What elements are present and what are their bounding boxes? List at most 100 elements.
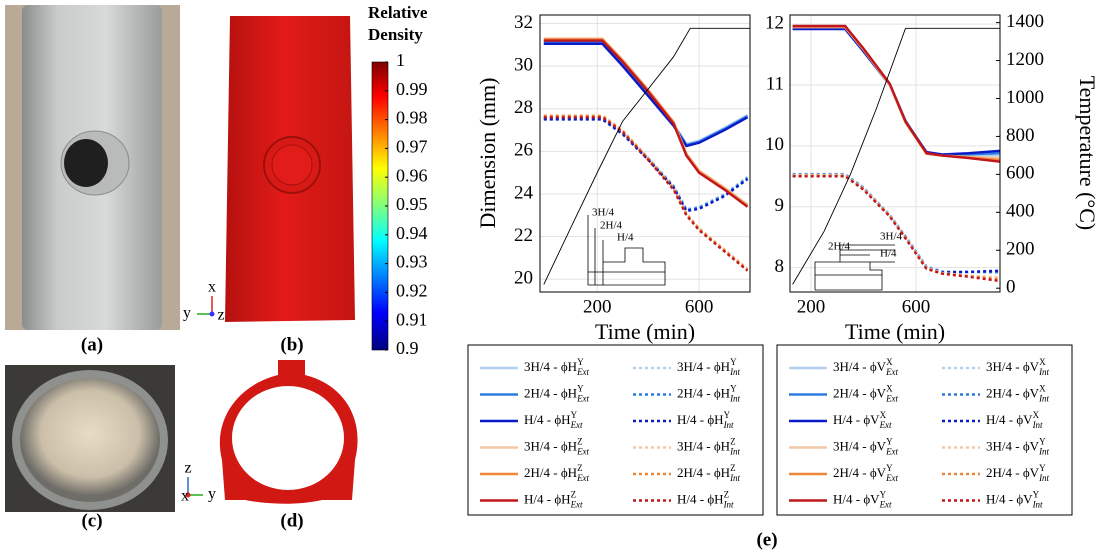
y-tick-label: 32 <box>514 12 533 33</box>
annotation: 2H/4 <box>600 220 623 232</box>
legend-label: H/4 - ϕHZ Ext <box>524 490 583 510</box>
y-tick-label: 28 <box>514 97 533 118</box>
inset-schematic <box>814 244 895 291</box>
legend-label: 3H/4 - ϕHY Int <box>677 357 741 377</box>
panel-label: (e) <box>756 529 777 550</box>
triad-b <box>197 296 215 317</box>
model-b <box>225 16 355 322</box>
colorbar-tick-label: 0.93 <box>396 252 428 272</box>
inset-schematic <box>587 215 666 286</box>
legend-label: H/4 - ϕHY Int <box>677 410 734 430</box>
series-line <box>543 38 749 207</box>
annotation: 3H/4 <box>880 231 903 243</box>
series-line <box>543 116 749 272</box>
legend-label: H/4 - ϕVY Ext <box>833 490 892 510</box>
colorbar-tick-label: 1 <box>396 50 405 70</box>
y-tick-label: 22 <box>514 225 533 246</box>
panel-label: (b) <box>280 334 303 355</box>
series-line <box>543 113 749 270</box>
series-line <box>792 175 1000 283</box>
annotation: H/4 <box>617 232 634 244</box>
series-line <box>792 27 1000 157</box>
legend-label: 2H/4 - ϕVY Ext <box>833 463 899 483</box>
colorbar-tick-label: 0.97 <box>396 137 428 157</box>
y2-axis-label: Temperature (°C) <box>1075 76 1100 230</box>
y-tick-label: 24 <box>514 182 534 203</box>
annotation: 2H/4 <box>828 241 851 253</box>
colorbar-tick-label: 0.99 <box>396 79 428 99</box>
series-line <box>792 24 1000 163</box>
triad-d <box>185 477 203 498</box>
legend-label: 2H/4 - ϕVX Int <box>986 384 1050 404</box>
annotation: H/4 <box>880 248 897 260</box>
series-line <box>543 115 749 271</box>
triad-label: y <box>208 486 216 503</box>
colorbar-tick-label: 0.9 <box>396 338 419 358</box>
legend-label: 2H/4 - ϕHZ Int <box>677 463 741 483</box>
photo-c <box>5 365 175 512</box>
x-tick-label: 200 <box>797 296 826 317</box>
triad-label: y <box>183 305 191 322</box>
annotation: 3H/4 <box>592 207 615 219</box>
colorbar-tick-label: 0.96 <box>396 165 428 185</box>
series-line <box>543 27 750 285</box>
plot-frame <box>789 14 1001 293</box>
legend-label: 3H/4 - ϕVX Ext <box>833 357 899 377</box>
y2-tick-label: 800 <box>1006 125 1035 146</box>
x-tick-label: 600 <box>902 296 931 317</box>
series-line <box>792 27 1000 285</box>
legend-label: 3H/4 - ϕVY Ext <box>833 437 899 457</box>
legend-label: H/4 - ϕVX Ext <box>833 410 892 430</box>
y-tick-label: 8 <box>775 256 785 277</box>
triad-label: x <box>208 279 216 296</box>
legend-label: 2H/4 - ϕVX Ext <box>833 384 899 404</box>
colorbar-title: Relative <box>368 3 428 22</box>
panel-label: (c) <box>81 510 102 531</box>
y-tick-label: 30 <box>514 54 533 75</box>
legend-label: 2H/4 - ϕHY Int <box>677 384 741 404</box>
legend-label: 2H/4 - ϕHZ Ext <box>524 463 590 483</box>
y2-tick-label: 1000 <box>1006 87 1044 108</box>
y2-tick-label: 1200 <box>1006 49 1044 70</box>
series-line <box>792 26 1000 160</box>
triad-label: x <box>181 488 189 505</box>
y2-tick-label: 0 <box>1006 277 1016 298</box>
x-tick-label: 200 <box>583 296 612 317</box>
legend-label: 3H/4 - ϕHZ Ext <box>524 437 590 457</box>
panel-label: (a) <box>81 334 103 355</box>
y-tick-label: 20 <box>514 268 533 289</box>
series-line <box>543 39 749 208</box>
legend-label: 3H/4 - ϕHY Ext <box>524 357 590 377</box>
photo-a <box>5 5 180 330</box>
legend-label: H/4 - ϕVX Int <box>986 410 1043 430</box>
series-line <box>792 27 1000 156</box>
legend-label: 3H/4 - ϕHZ Int <box>677 437 741 457</box>
y2-tick-label: 400 <box>1006 201 1035 222</box>
y-tick-label: 9 <box>775 195 785 216</box>
colorbar-tick-label: 0.95 <box>396 194 428 214</box>
legend-label: 3H/4 - ϕVY Int <box>986 437 1050 457</box>
legend-label: 2H/4 - ϕVY Int <box>986 463 1050 483</box>
legend-box <box>467 344 764 516</box>
series-line <box>792 26 1000 157</box>
triad-label: z <box>217 307 224 324</box>
triad-label: z <box>184 460 191 477</box>
x-tick-label: 600 <box>685 296 714 317</box>
plot-frame <box>539 14 751 293</box>
y2-tick-label: 1400 <box>1006 11 1044 32</box>
x-axis-label: Time (min) <box>595 319 695 344</box>
series-line <box>792 174 1000 281</box>
legend-label: H/4 - ϕHY Ext <box>524 410 583 430</box>
colorbar-tick-label: 0.94 <box>396 223 428 243</box>
colorbar-title: Density <box>368 25 423 44</box>
y-tick-label: 12 <box>765 12 784 33</box>
legend-label: 3H/4 - ϕVX Int <box>986 357 1050 377</box>
colorbar-tick-label: 0.92 <box>396 281 428 301</box>
y-tick-label: 26 <box>514 140 533 161</box>
legend-label: H/4 - ϕHZ Int <box>677 490 734 510</box>
y-tick-label: 10 <box>765 134 784 155</box>
colorbar-tick-label: 0.98 <box>396 108 428 128</box>
y2-tick-label: 200 <box>1006 239 1035 260</box>
series-line <box>792 25 1000 162</box>
